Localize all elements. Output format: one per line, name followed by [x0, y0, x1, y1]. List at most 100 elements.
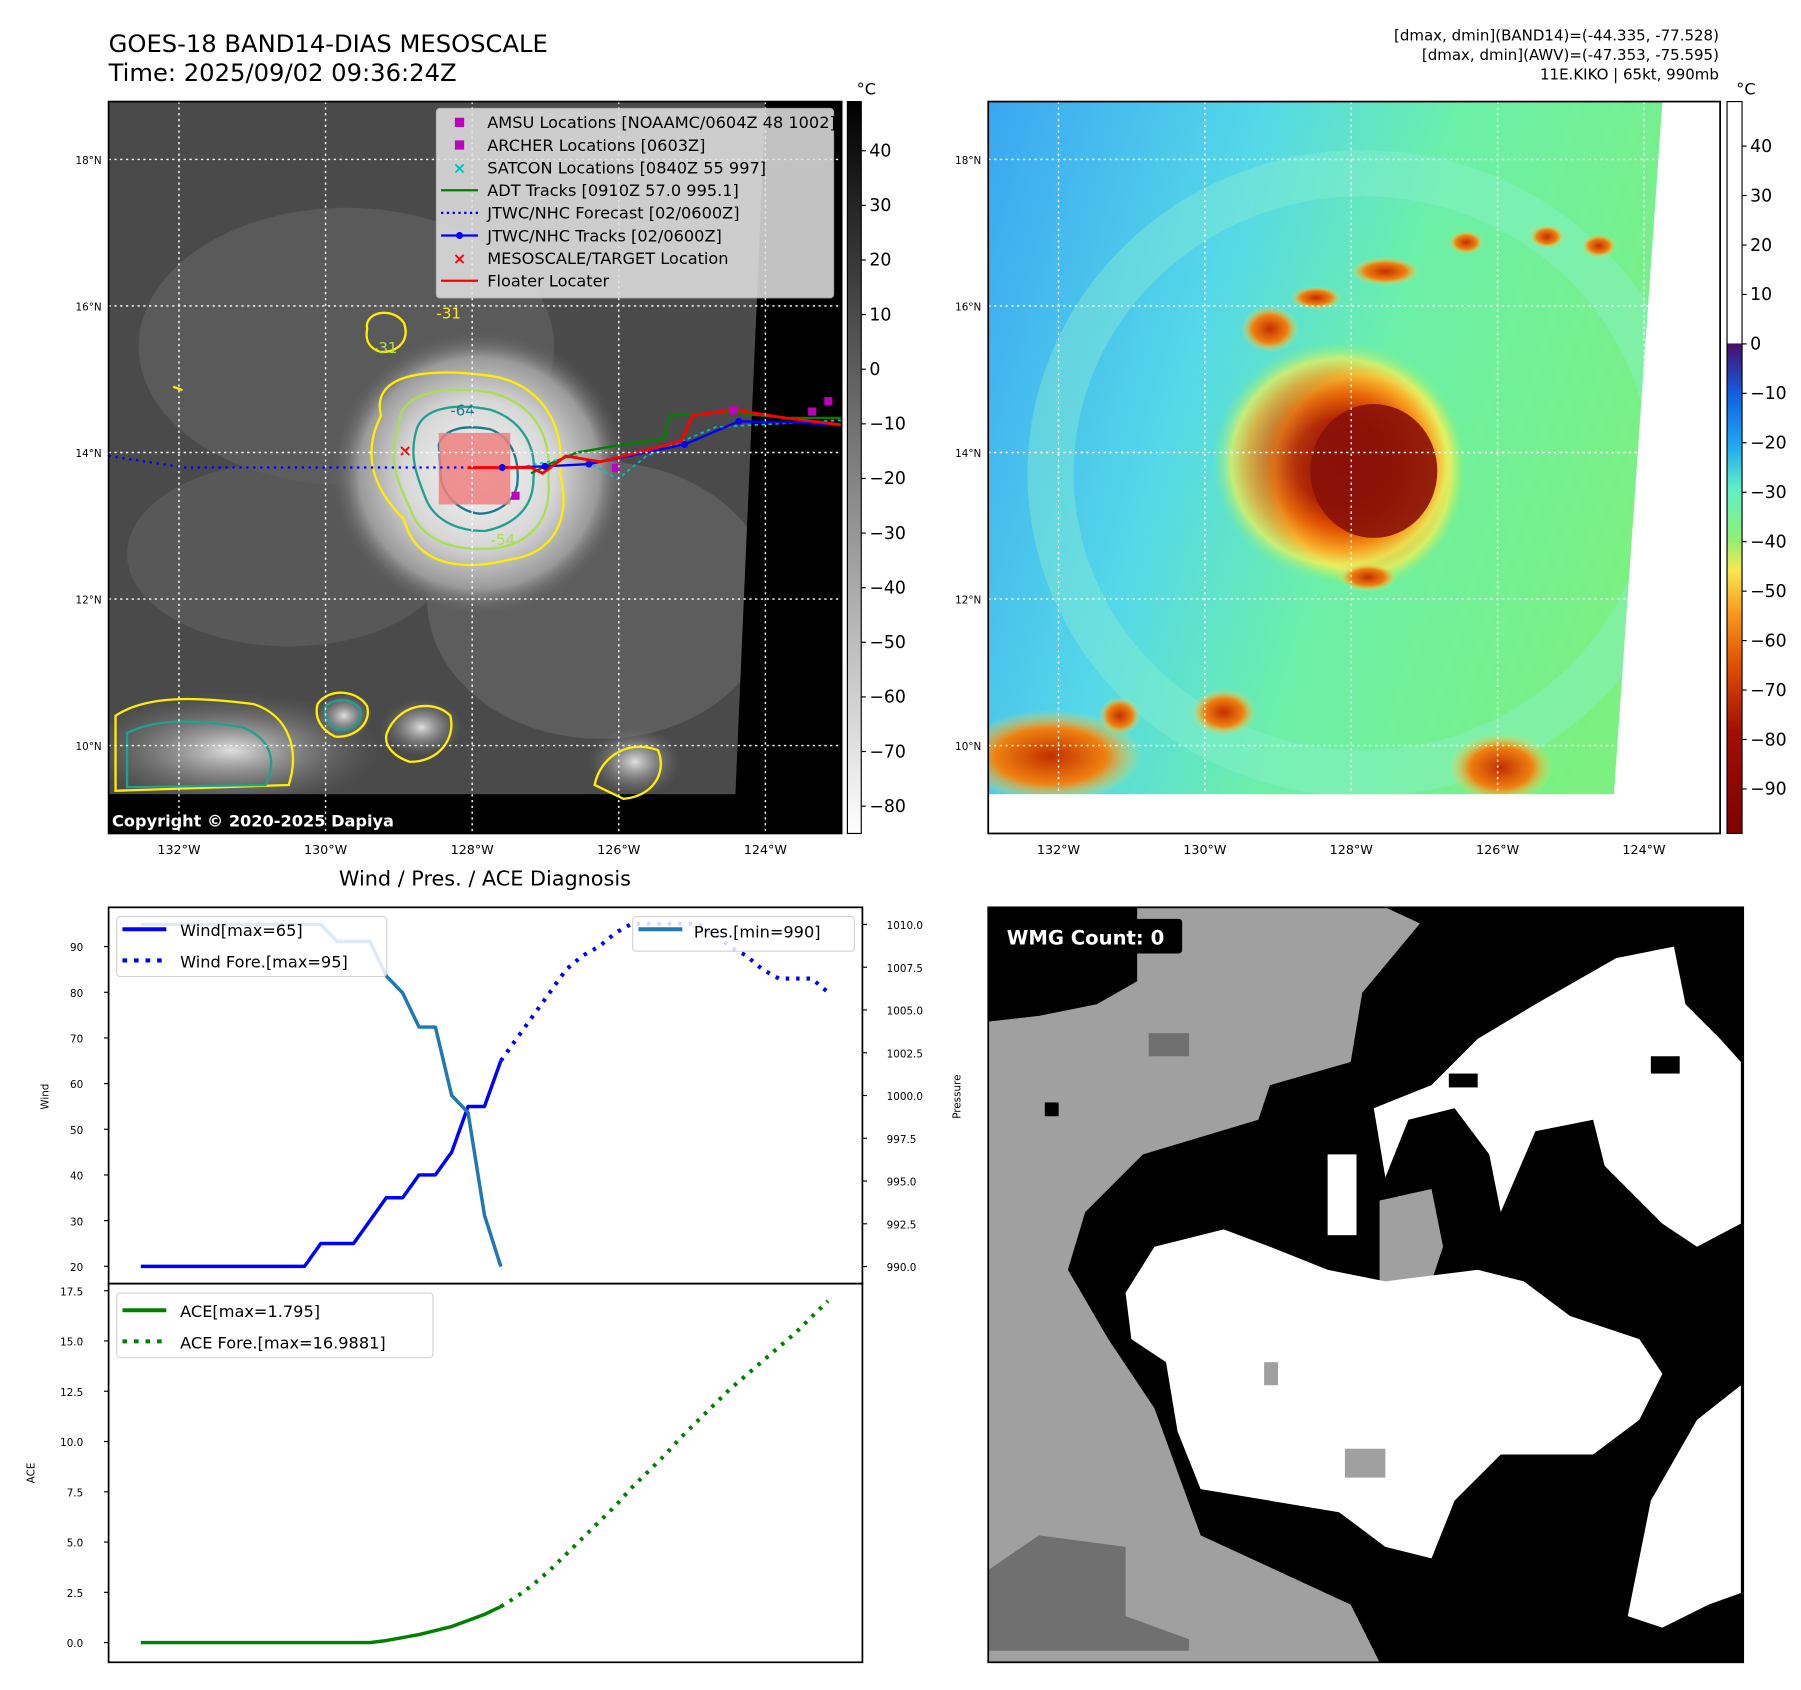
colorbar-tick-label: −40	[1750, 532, 1787, 552]
series-line-wind-fore-	[499, 921, 830, 1062]
legend-label: JTWC/NHC Tracks [02/0600Z]	[486, 226, 722, 245]
lat-tick-label: 18°N	[76, 155, 102, 167]
lon-tick-label: 128°W	[1330, 842, 1374, 857]
colorbar-left-ticks: 40 30 20 10 0 −10 −20 −30 −40 −50 −60 −70 −80	[861, 142, 906, 817]
satcon-track	[519, 419, 842, 481]
y-tick-label: 10.0	[60, 1437, 83, 1449]
colorbar-tick-label: 20	[869, 251, 891, 271]
colorbar-tick-label: −50	[869, 633, 906, 653]
legend-label: AMSU Locations [NOAAMC/0604Z 48 1002]	[487, 113, 836, 132]
lat-tick-label: 12°N	[76, 595, 102, 607]
y-tick-label: 2.5	[67, 1588, 84, 1600]
colorbar-tick-label: 40	[1750, 137, 1772, 157]
colorbar-tick-label: 10	[869, 305, 891, 325]
wmg-count-badge	[995, 918, 1183, 954]
y-tick-label: 0.0	[67, 1638, 84, 1650]
gridlines-left	[108, 101, 842, 834]
lat-tick-label: 10°N	[955, 741, 981, 753]
wind-fore-legend-label: Wind Fore.[max=95]	[180, 952, 348, 971]
colorbar-tick-label: −30	[869, 524, 906, 544]
lat-tick-label: 14°N	[955, 448, 981, 460]
colorbar-tick-label: −60	[1750, 631, 1787, 651]
colorbar-right-unit: °C	[1736, 80, 1755, 99]
series-line-ace	[140, 1604, 502, 1645]
contour-label: -54	[491, 531, 515, 549]
colorbar-tick-label: 0	[869, 360, 880, 380]
copyright-text: Copyright © 2020-2025 Dapiya	[112, 812, 394, 831]
contours	[114, 311, 662, 801]
legend-square-icon	[454, 117, 465, 127]
lon-tick-label: 130°W	[1183, 842, 1227, 857]
colorbar-tick-label: −40	[869, 578, 906, 598]
ace-fore-legend-label: ACE Fore.[max=16.9881]	[180, 1333, 386, 1352]
diagnosis-title: Wind / Pres. / ACE Diagnosis	[339, 866, 631, 890]
wind-axis-label: Wind	[40, 1084, 52, 1110]
title-line1: GOES-18 BAND14-DIAS MESOSCALE	[109, 29, 548, 58]
legend-label: ARCHER Locations [0603Z]	[487, 136, 705, 155]
y-tick-label: 60	[70, 1079, 83, 1091]
y-tick-label: 80	[70, 988, 83, 1000]
colorbar-tick-label: −20	[869, 469, 906, 489]
wmg-count-label: WMG Count: 0	[1007, 926, 1165, 949]
wind-legend: Wind[max=65] Wind Fore.[max=95]	[116, 915, 388, 978]
legend-label: SATCON Locations [0840Z 55 997]	[487, 158, 766, 177]
legend-label: ADT Tracks [0910Z 57.0 995.1]	[487, 181, 739, 200]
jtwc-forecast-track	[108, 454, 474, 469]
colorbar-tick-label: −90	[1750, 780, 1787, 800]
colorbar-tick-label: 30	[869, 196, 891, 216]
awv-map-frame	[987, 100, 1721, 835]
y-tick-label: 12.5	[60, 1387, 83, 1399]
colorbar-tick-label: 10	[1750, 285, 1772, 305]
colorbar-tick-label: −70	[869, 742, 906, 762]
colorbar-tick-label: −10	[1750, 384, 1787, 404]
legend-label: Floater Locater	[487, 272, 609, 291]
pressure-axis-label: Pressure	[952, 1074, 964, 1118]
wmg-panel	[988, 907, 1744, 1663]
y-right-tick-label: 992.5	[887, 1219, 917, 1231]
legend-dot-icon	[456, 232, 463, 239]
colorbar-tick-label: 20	[1750, 236, 1772, 256]
target-location-marker: ×	[398, 441, 412, 460]
colorbar-tick-label: −30	[1750, 483, 1787, 503]
colorbar-left	[846, 101, 862, 835]
colorbar-tick-label: 0	[1750, 335, 1761, 355]
y-tick-label: 17.5	[60, 1286, 83, 1298]
gridlines-right	[988, 101, 1721, 834]
legend-label: MESOSCALE/TARGET Location	[487, 249, 728, 268]
colorbar-tick-label: −60	[869, 688, 906, 708]
pressure-legend: Pres.[min=990]	[632, 915, 855, 952]
colorbar-right	[1726, 101, 1743, 835]
map-legend: AMSU Locations [NOAAMC/0604Z 48 1002] ARC…	[435, 107, 836, 299]
lon-tick-label: 128°W	[451, 842, 495, 857]
y-right-tick-label: 1005.0	[887, 1006, 923, 1018]
y-tick-label: 5.0	[67, 1538, 84, 1550]
y-tick-label: 30	[70, 1216, 83, 1228]
floater-track	[467, 408, 842, 475]
lat-tick-label: 12°N	[955, 595, 981, 607]
contour-label: -31	[436, 305, 461, 323]
wind-legend-label: Wind[max=65]	[180, 921, 303, 940]
y-right-tick-label: 995.0	[887, 1177, 917, 1189]
y-right-tick-label: 1000.0	[887, 1091, 923, 1103]
lat-tick-label: 14°N	[76, 448, 102, 460]
y-tick-label: 15.0	[60, 1337, 83, 1349]
info-line1: [dmax, dmin](BAND14)=(-44.335, -77.528)	[1394, 26, 1719, 44]
y-tick-label: 70	[70, 1034, 83, 1046]
ace-legend: ACE[max=1.795] ACE Fore.[max=16.9881]	[116, 1292, 434, 1359]
lon-tick-label: 126°W	[597, 842, 641, 857]
ir-map-frame	[107, 100, 843, 835]
series-line-wind	[140, 1060, 503, 1269]
y-tick-label: 40	[70, 1171, 83, 1183]
legend-x-icon: ×	[453, 249, 467, 268]
y-tick-label: 20	[70, 1262, 83, 1274]
lat-tick-label: 10°N	[76, 741, 102, 753]
lon-tick-label: 132°W	[157, 842, 201, 857]
lon-tick-label: 130°W	[304, 842, 348, 857]
pressure-legend-label: Pres.[min=990]	[694, 922, 821, 941]
y-tick-label: 90	[70, 942, 83, 954]
y-tick-label: 7.5	[67, 1487, 84, 1499]
y-right-tick-label: 997.5	[887, 1134, 917, 1146]
contour-label: -31	[373, 339, 398, 357]
info-line3: 11E.KIKO | 65kt, 990mb	[1540, 66, 1719, 84]
lat-tick-label: 18°N	[955, 155, 981, 167]
